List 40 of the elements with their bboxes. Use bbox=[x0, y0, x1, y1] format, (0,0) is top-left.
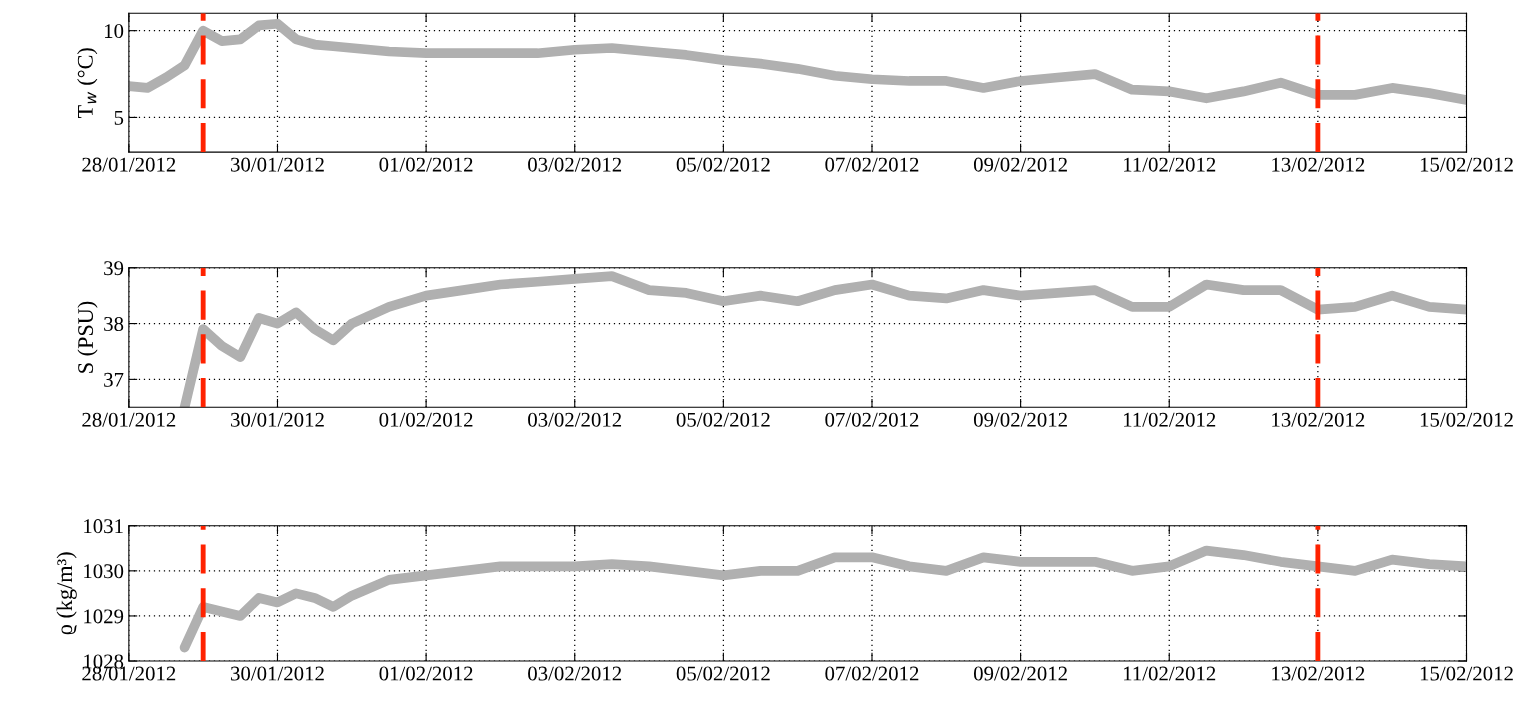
y-tick-label: 1030 bbox=[84, 564, 124, 579]
y-tick-label: 1031 bbox=[84, 519, 123, 534]
y-tick-label: 1029 bbox=[84, 609, 124, 624]
x-tick-label: 15/02/2012 bbox=[1420, 666, 1513, 681]
y-axis-title: S (PSU) bbox=[77, 301, 98, 373]
x-tick-label: 09/02/2012 bbox=[973, 666, 1067, 681]
y-tick-label: 39 bbox=[104, 261, 124, 276]
y-tick-label: 38 bbox=[104, 316, 124, 332]
x-tick-label: 28/01/2012 bbox=[82, 412, 176, 427]
x-tick-label: 30/01/2012 bbox=[231, 157, 324, 172]
x-tick-label: 01/02/2012 bbox=[379, 412, 473, 427]
x-tick-label: 05/02/2012 bbox=[676, 157, 770, 172]
x-tick-label: 01/02/2012 bbox=[379, 157, 473, 172]
x-tick-label: 13/02/2012 bbox=[1272, 157, 1365, 172]
x-tick-label: 03/02/2012 bbox=[528, 157, 622, 172]
y-tick-label: 5 bbox=[114, 111, 124, 125]
y-axis-title: ϱ (kg/m³) bbox=[56, 552, 77, 635]
x-tick-label: 11/02/2012 bbox=[1124, 157, 1216, 172]
x-tick-label: 07/02/2012 bbox=[825, 666, 919, 681]
x-tick-label: 09/02/2012 bbox=[973, 157, 1067, 172]
x-tick-label: 13/02/2012 bbox=[1272, 412, 1365, 427]
x-tick-label: 07/02/2012 bbox=[825, 412, 919, 427]
x-tick-label: 03/02/2012 bbox=[528, 666, 622, 681]
x-tick-label: 11/02/2012 bbox=[1124, 666, 1216, 681]
y-tick-label: 10 bbox=[104, 24, 124, 39]
y-axis-title: T$_{w}$ (°C) bbox=[77, 48, 98, 118]
x-tick-label: 01/02/2012 bbox=[379, 666, 473, 681]
x-tick-label: 30/01/2012 bbox=[231, 412, 324, 427]
y-tick-label: 37 bbox=[104, 372, 124, 387]
x-tick-label: 05/02/2012 bbox=[676, 412, 770, 427]
x-tick-label: 15/02/2012 bbox=[1420, 157, 1513, 172]
x-tick-label: 13/02/2012 bbox=[1272, 666, 1365, 681]
x-tick-label: 05/02/2012 bbox=[676, 666, 770, 681]
x-tick-label: 28/01/2012 bbox=[82, 157, 176, 172]
x-tick-label: 30/01/2012 bbox=[231, 666, 324, 681]
x-tick-label: 03/02/2012 bbox=[528, 412, 622, 427]
x-tick-label: 07/02/2012 bbox=[825, 157, 919, 172]
x-tick-label: 15/02/2012 bbox=[1420, 412, 1513, 427]
x-tick-label: 09/02/2012 bbox=[973, 412, 1067, 427]
x-tick-label: 11/02/2012 bbox=[1124, 412, 1216, 427]
